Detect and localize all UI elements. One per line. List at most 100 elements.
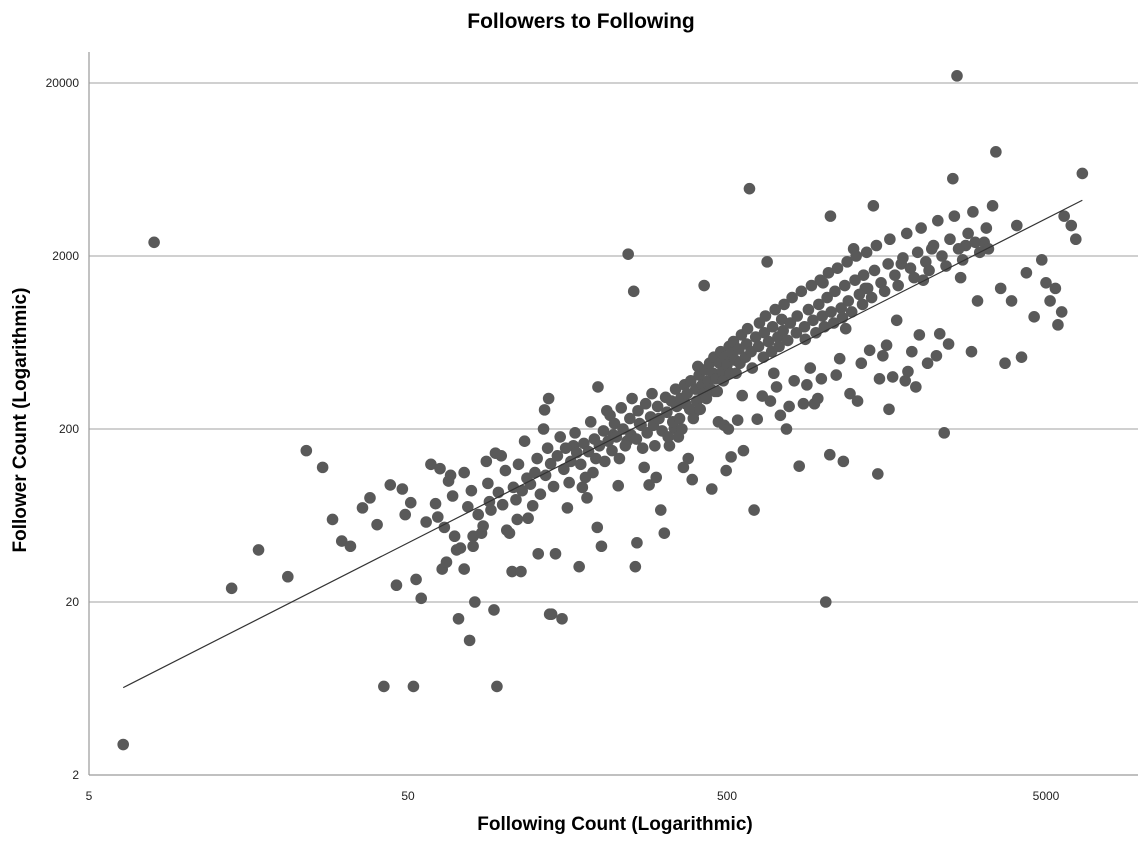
data-point: [948, 210, 961, 222]
x-axis-label: Following Count (Logarithmic): [477, 814, 752, 835]
data-point: [597, 425, 610, 437]
data-point: [537, 423, 550, 435]
x-tick-label: 5000: [1033, 789, 1060, 803]
data-point: [807, 314, 819, 327]
data-point: [947, 172, 959, 185]
chart-title: Followers to Following: [467, 10, 694, 33]
data-point: [994, 282, 1007, 295]
data-point: [951, 70, 963, 82]
data-point: [1058, 210, 1070, 222]
data-point: [599, 455, 611, 468]
data-point: [532, 547, 545, 560]
data-point: [554, 431, 567, 443]
data-point: [613, 452, 626, 465]
data-point: [612, 479, 625, 492]
data-point: [892, 279, 904, 292]
data-point: [810, 326, 822, 339]
data-point: [956, 254, 969, 266]
data-point: [841, 256, 853, 268]
data-point: [936, 250, 948, 262]
data-point: [682, 452, 695, 465]
data-point: [544, 457, 557, 470]
gridlines: [89, 82, 1138, 603]
data-point: [526, 499, 539, 512]
data-point: [458, 563, 470, 575]
data-point: [900, 227, 913, 240]
data-point: [631, 536, 643, 549]
data-point: [752, 340, 765, 353]
data-point: [778, 298, 790, 311]
data-point: [883, 403, 895, 416]
data-point: [737, 444, 750, 457]
data-point: [529, 466, 541, 479]
data-point: [867, 200, 880, 212]
data-point: [849, 274, 861, 286]
data-point: [558, 463, 570, 476]
data-point: [561, 502, 574, 514]
data-point: [669, 383, 682, 395]
data-point: [861, 282, 874, 295]
data-point: [889, 269, 901, 281]
data-point: [551, 449, 564, 462]
data-point: [579, 471, 592, 484]
data-point: [829, 285, 841, 298]
data-point: [619, 439, 632, 452]
data-point: [684, 374, 697, 387]
data-point: [606, 444, 618, 457]
data-point: [649, 439, 661, 452]
data-point: [524, 478, 537, 490]
data-point: [448, 530, 461, 543]
data-point: [872, 468, 884, 480]
data-point: [573, 560, 585, 573]
data-point: [420, 516, 432, 528]
data-point: [595, 540, 608, 553]
data-point: [855, 357, 868, 370]
data-point: [844, 387, 856, 400]
data-point: [860, 246, 873, 259]
data-points: [117, 70, 1089, 751]
data-point: [890, 314, 903, 327]
data-point: [759, 310, 772, 322]
data-point: [658, 527, 671, 539]
data-point: [488, 604, 500, 616]
data-point: [629, 560, 642, 573]
data-point: [316, 461, 329, 474]
y-tick-label: 2: [72, 768, 79, 782]
data-point: [938, 427, 951, 439]
data-point: [967, 206, 979, 218]
data-point: [774, 409, 787, 422]
data-point: [804, 362, 817, 374]
data-point: [758, 326, 771, 339]
data-point: [522, 512, 534, 525]
data-point: [396, 483, 409, 495]
data-point: [518, 435, 531, 448]
data-point: [873, 373, 886, 385]
data-point: [986, 200, 999, 212]
data-point: [469, 596, 481, 608]
data-point: [825, 306, 837, 318]
data-point: [1015, 351, 1028, 364]
data-point: [1005, 295, 1018, 307]
data-point: [683, 403, 696, 416]
data-point: [837, 455, 850, 468]
data-point: [842, 295, 855, 307]
data-point: [511, 513, 524, 526]
data-point: [615, 402, 628, 414]
data-point: [908, 271, 920, 284]
data-point: [940, 260, 952, 272]
data-point: [404, 496, 417, 509]
data-point: [639, 397, 652, 410]
data-point: [512, 458, 525, 471]
x-tick-labels: 5 50 500 5000: [86, 789, 1060, 803]
data-point: [915, 222, 927, 234]
data-point: [793, 460, 806, 472]
data-point: [653, 412, 665, 425]
data-point: [482, 477, 494, 490]
data-point: [1055, 306, 1068, 318]
data-point: [454, 542, 467, 554]
data-point: [681, 387, 693, 400]
data-point: [636, 442, 649, 454]
data-point: [923, 264, 935, 277]
data-point: [687, 412, 700, 425]
data-point: [736, 389, 749, 402]
